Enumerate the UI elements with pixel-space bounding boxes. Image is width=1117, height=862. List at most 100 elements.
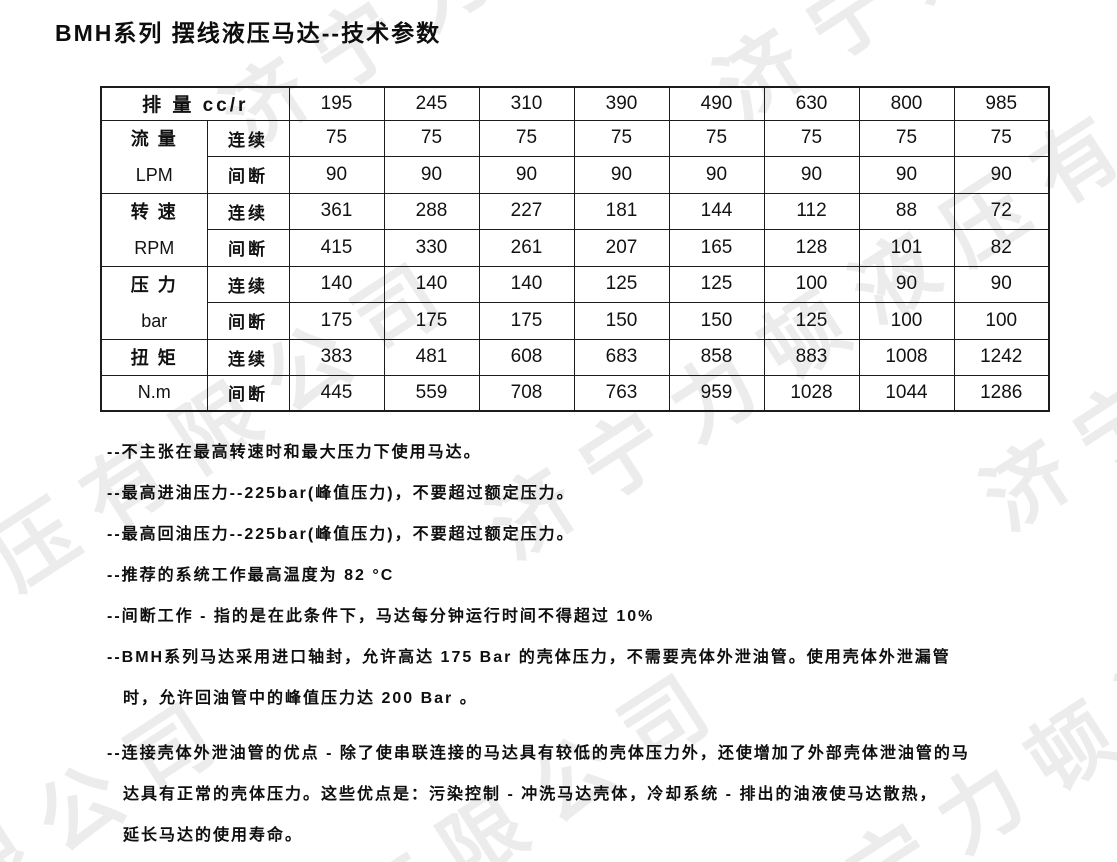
value-cell: 75: [383, 119, 480, 157]
value-cell: 125: [668, 265, 765, 303]
value-cell: 858: [668, 338, 765, 376]
mode-cell: 连续: [206, 119, 290, 157]
value-cell: 75: [858, 119, 955, 157]
value-cell: 383: [288, 338, 385, 376]
value-cell: 88: [858, 192, 955, 230]
table-row: 扭 矩连续 383 481 608 683 858 883 1008 1242: [100, 338, 1050, 376]
displacement-value-cell: 985: [953, 86, 1050, 121]
value-cell: 150: [573, 302, 670, 340]
spec-table: 排 量 cc/r 195 245 310 390 490 630 800 985 流 量 LPM…: [100, 86, 1050, 412]
displacement-value-cell: 245: [383, 86, 480, 121]
table-row: 间断 175 175 175 150 150 125 100 100: [101, 302, 1050, 340]
displacement-value-cell: 195: [288, 86, 385, 121]
value-cell: 90: [858, 265, 955, 303]
displacement-value-cell: 800: [858, 86, 955, 121]
group-label-cell: 压 力 bar: [100, 265, 208, 340]
table-header-row: 排 量 cc/r 195 245 310 390 490 630 800 985: [100, 86, 1050, 121]
value-cell: 75: [668, 119, 765, 157]
note-line: --最高进油压力--225bar(峰值压力)，不要超过额定压力。: [107, 485, 575, 502]
value-cell: 608: [478, 338, 575, 376]
table-row: N.m 间断 445 559 708 763 959 1028 1044 1286: [100, 374, 1050, 412]
note: --最高回油压力--225bar(峰值压力)，不要超过额定压力。: [107, 514, 970, 555]
mode-cell: 连续: [206, 338, 290, 376]
value-cell: 101: [858, 229, 955, 267]
value-cell: 75: [953, 119, 1050, 157]
value-cell: 559: [383, 374, 480, 412]
mode-cell: 连续: [206, 192, 290, 230]
value-cell: 140: [383, 265, 480, 303]
group-name: 转 速: [130, 201, 178, 222]
group-name: 流 量: [130, 128, 178, 149]
value-cell: 75: [573, 119, 670, 157]
group-name: 压 力: [130, 274, 178, 295]
value-cell: 72: [953, 192, 1050, 230]
displacement-value-cell: 490: [668, 86, 765, 121]
note-line: --不主张在最高转速时和最大压力下使用马达。: [107, 444, 482, 461]
value-cell: 330: [383, 229, 480, 267]
group-unit: bar: [141, 310, 168, 331]
value-cell: 481: [383, 338, 480, 376]
mode-cell: 间断: [206, 229, 290, 267]
group-label-cell: 转 速 RPM: [100, 192, 208, 267]
value-cell: 1286: [953, 374, 1050, 412]
note-line: 时，允许回油管中的峰值压力达 200 Bar 。: [123, 690, 478, 707]
group-label-cell: 流 量 LPM: [100, 119, 208, 194]
note-line: --推荐的系统工作最高温度为 82 °C: [107, 567, 395, 584]
note-line: 延长马达的使用寿命。: [123, 827, 304, 844]
value-cell: 227: [478, 192, 575, 230]
value-cell: 90: [288, 156, 385, 194]
value-cell: 1028: [763, 374, 860, 412]
value-cell: 140: [288, 265, 385, 303]
value-cell: 207: [573, 229, 670, 267]
displacement-header-label: 排 量 cc/r: [100, 86, 290, 121]
note-line: 达具有正常的壳体压力。这些优点是：污染控制 - 冲洗马达壳体，冷却系统 - 排出…: [123, 786, 938, 803]
note-line: --间断工作 - 指的是在此条件下，马达每分钟运行时间不得超过 10%: [107, 608, 655, 625]
table-row: 流 量 LPM 连续 75 75 75 75 75 75 75 75: [100, 119, 1050, 194]
value-cell: 415: [288, 229, 385, 267]
value-cell: 165: [668, 229, 765, 267]
note: --BMH系列马达采用进口轴封，允许高达 175 Bar 的壳体压力，不需要壳体…: [107, 637, 970, 719]
value-cell: 100: [763, 265, 860, 303]
table-row: 转 速 RPM 连续 361 288 227 181 144 112 88 72: [100, 192, 1050, 267]
group-unit: LPM: [135, 164, 173, 185]
value-cell: 125: [763, 302, 860, 340]
group-unit-cell: N.m: [100, 374, 208, 412]
displacement-value-cell: 390: [573, 86, 670, 121]
group-name-cell: 扭 矩: [100, 338, 208, 376]
value-cell: 144: [668, 192, 765, 230]
value-cell: 90: [858, 156, 955, 194]
value-cell: 708: [478, 374, 575, 412]
value-cell: 100: [953, 302, 1050, 340]
value-cell: 75: [478, 119, 575, 157]
value-cell: 959: [668, 374, 765, 412]
page-title: BMH系列 摆线液压马达--技术参数: [55, 20, 442, 46]
note: --推荐的系统工作最高温度为 82 °C: [107, 555, 970, 596]
value-cell: 90: [478, 156, 575, 194]
value-cell: 175: [478, 302, 575, 340]
value-cell: 883: [763, 338, 860, 376]
table-row: 间断 90 90 90 90 90 90 90 90: [101, 156, 1050, 194]
value-cell: 683: [573, 338, 670, 376]
value-cell: 288: [383, 192, 480, 230]
mode-cell: 间断: [206, 156, 290, 194]
value-cell: 261: [478, 229, 575, 267]
note: --最高进油压力--225bar(峰值压力)，不要超过额定压力。: [107, 473, 970, 514]
note-line: --最高回油压力--225bar(峰值压力)，不要超过额定压力。: [107, 526, 575, 543]
note-line: --BMH系列马达采用进口轴封，允许高达 175 Bar 的壳体压力，不需要壳体…: [107, 649, 951, 666]
value-cell: 125: [573, 265, 670, 303]
value-cell: 1044: [858, 374, 955, 412]
value-cell: 90: [573, 156, 670, 194]
mode-cell: 间断: [206, 374, 290, 412]
value-cell: 1242: [953, 338, 1050, 376]
note-line: --连接壳体外泄油管的优点 - 除了使串联连接的马达具有较低的壳体压力外，还使增…: [107, 745, 970, 762]
table-row: 间断 415 330 261 207 165 128 101 82: [101, 229, 1050, 267]
displacement-value-cell: 310: [478, 86, 575, 121]
value-cell: 90: [668, 156, 765, 194]
value-cell: 181: [573, 192, 670, 230]
mode-cell: 间断: [206, 302, 290, 340]
mode-cell: 连续: [206, 265, 290, 303]
value-cell: 175: [288, 302, 385, 340]
value-cell: 150: [668, 302, 765, 340]
value-cell: 140: [478, 265, 575, 303]
